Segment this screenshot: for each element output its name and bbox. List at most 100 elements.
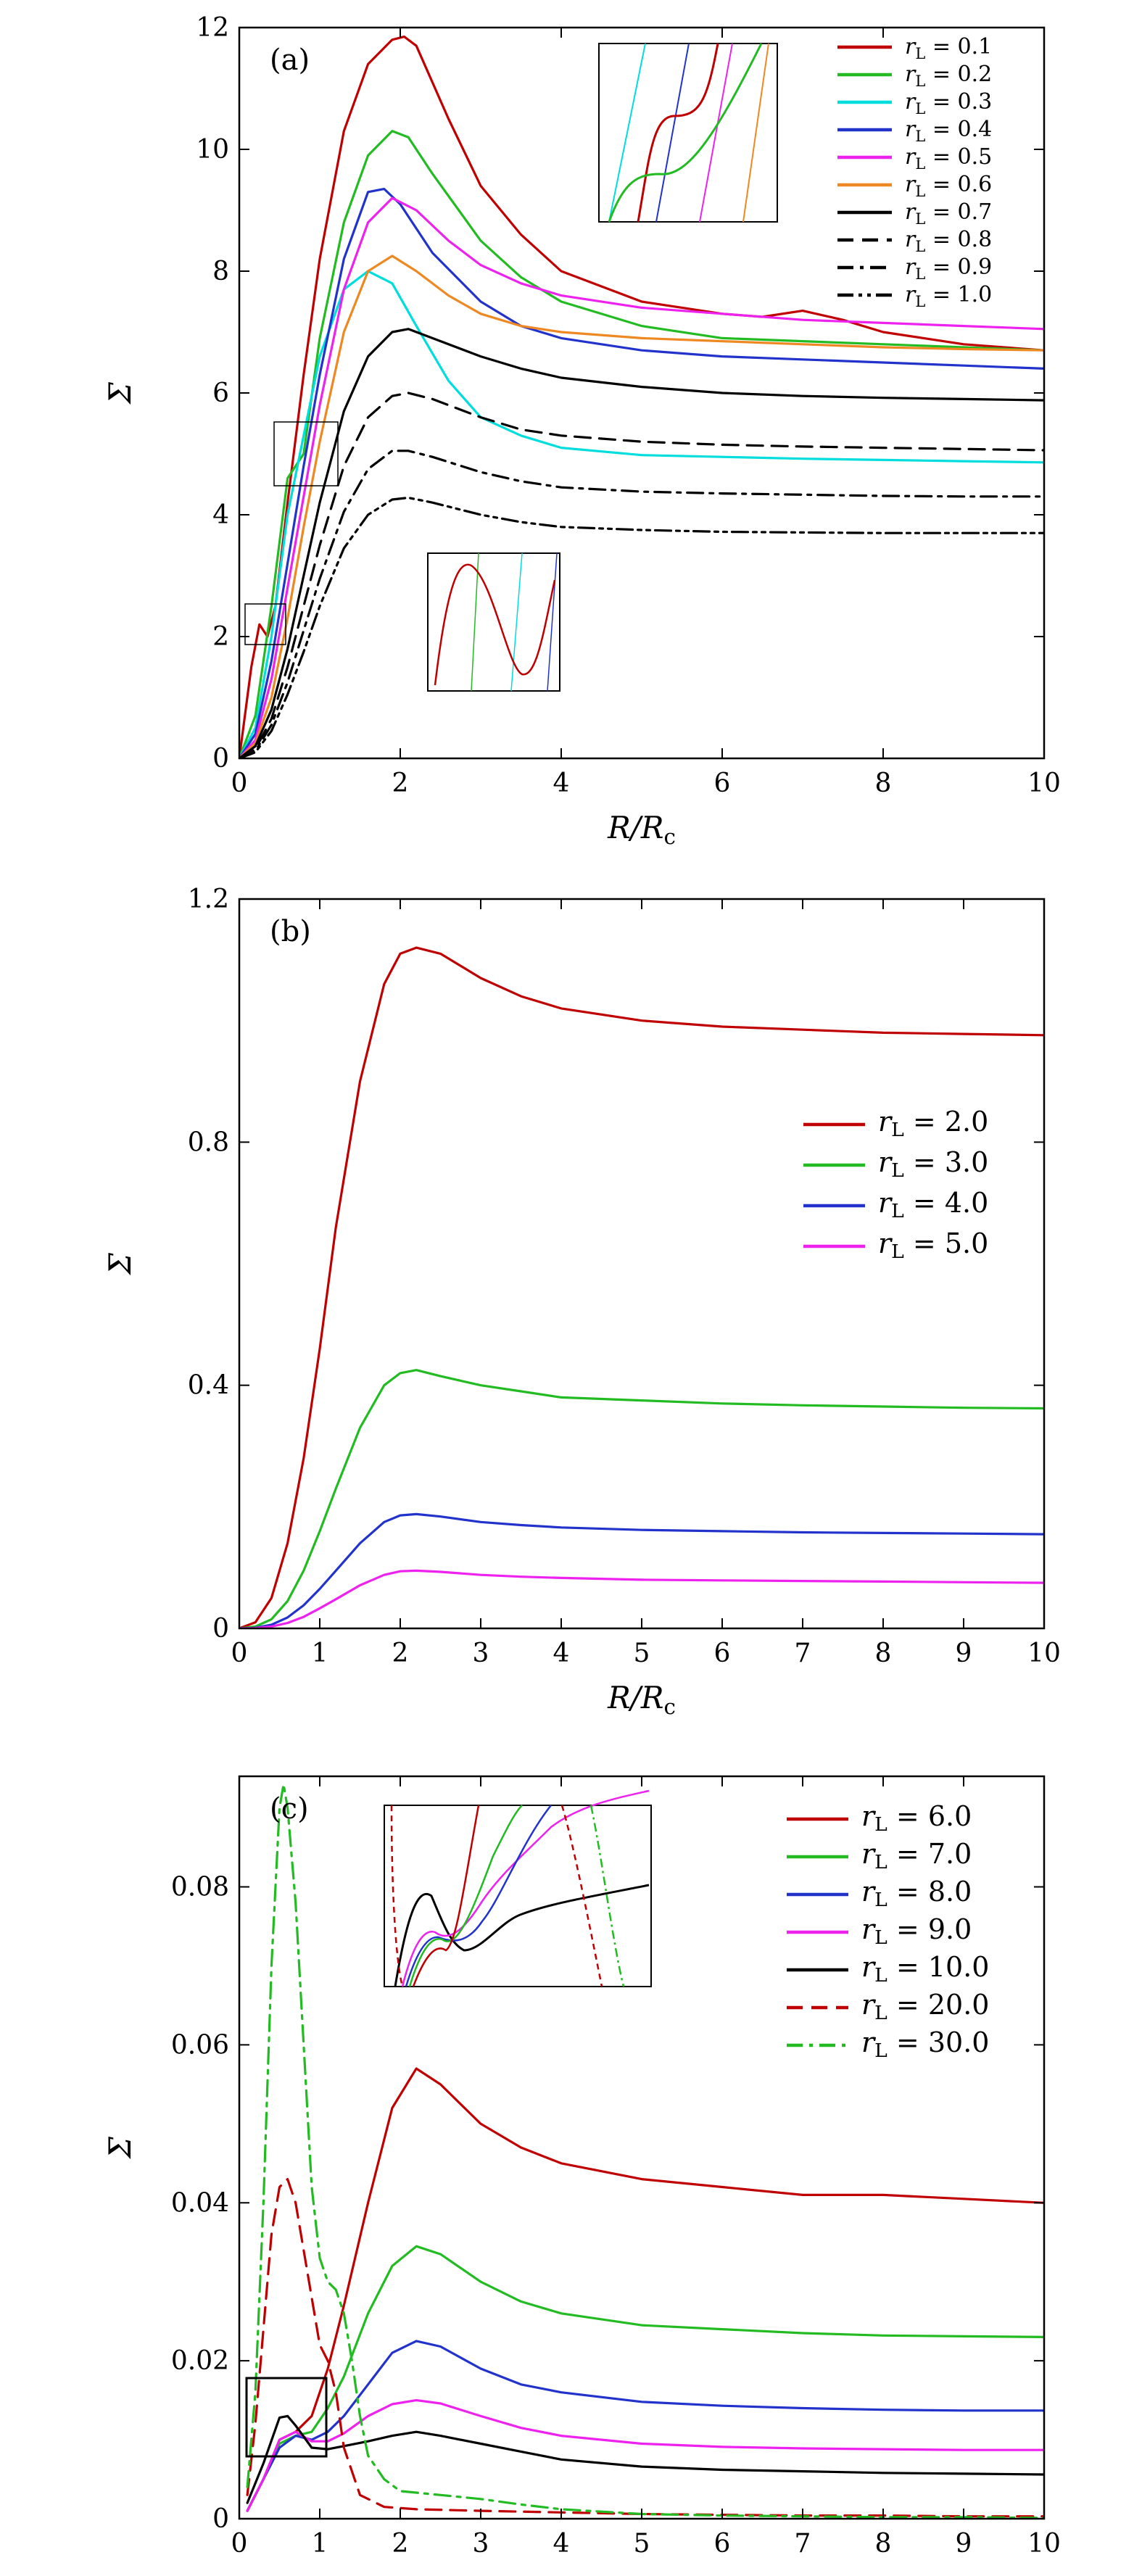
inset-panel-c (384, 1789, 652, 1987)
series-group (246, 1783, 1044, 2519)
inset-upper (598, 43, 778, 223)
legend-label: rL = 8.0 (861, 1876, 972, 1911)
plot-frame (238, 898, 1046, 1630)
y-tick-label: 10 (196, 135, 229, 165)
x-tick-label: 3 (473, 2529, 489, 2559)
x-tick-label: 9 (956, 2529, 972, 2559)
x-tick-label: 5 (634, 2529, 650, 2559)
x-tick-label: 2 (392, 769, 409, 798)
series-line-10 (239, 496, 1044, 758)
series-line-3 (239, 270, 1044, 758)
y-tick-label: 0.4 (188, 1371, 229, 1401)
zoom-region-box (273, 421, 339, 486)
x-tick-label: 2 (392, 2529, 409, 2559)
series-line-2 (239, 1369, 1044, 1628)
x-tick-label: 1 (312, 1639, 328, 1668)
y-tick-label: 4 (212, 500, 229, 530)
zoom-region-box (245, 2377, 328, 2458)
y-tick-label: 0 (212, 1614, 229, 1644)
legend-label: rL = 0.7 (905, 199, 992, 228)
series-line-5 (239, 196, 1044, 758)
series-line-8 (239, 392, 1044, 758)
x-tick-label: 10 (1027, 769, 1061, 798)
x-tick-label: 3 (473, 1639, 489, 1668)
legend-label: rL = 0.4 (905, 117, 992, 145)
series-line-1 (239, 946, 1044, 1628)
chart-panel-c: 0 1 2 3 4 5 6 7 8 9 10 0 0.02 0.04 0.06 0.08 R/Rc Σ (c) rL … (102, 1775, 1061, 2576)
legend-label: rL = 4.0 (878, 1187, 988, 1222)
series-line-2 (239, 130, 1044, 758)
legend: rL = 0.1rL = 0.2rL = 0.3rL = 0.4rL = 0.5… (837, 34, 992, 310)
y-axis-label: Σ (102, 1253, 138, 1276)
legend-label: rL = 0.8 (905, 227, 992, 255)
series-line-9 (239, 450, 1044, 758)
legend-label: rL = 30.0 (861, 2026, 989, 2062)
legend-label: rL = 5.0 (878, 1227, 988, 1263)
x-axis-label: R/Rc (607, 810, 676, 849)
x-tick-label: 10 (1027, 2529, 1061, 2559)
x-tick-label: 4 (553, 1639, 570, 1668)
x-tick-label: 6 (714, 2529, 731, 2559)
y-axis-label: Σ (102, 2137, 138, 2160)
x-tick-label: 4 (553, 2529, 570, 2559)
legend-label: rL = 20.0 (861, 1989, 989, 2024)
legend-label: rL = 0.1 (905, 34, 992, 62)
legend-label: rL = 2.0 (878, 1106, 988, 1141)
x-tick-label: 10 (1027, 1639, 1061, 1668)
series-line-5 (246, 2414, 1044, 2504)
x-axis-label: R/Rc (607, 2570, 676, 2576)
legend-label: rL = 0.9 (905, 254, 992, 283)
x-tick-label: 9 (956, 1639, 972, 1668)
inset-lower (427, 552, 560, 692)
legend-label: rL = 10.0 (861, 1951, 989, 1987)
x-tick-label: 6 (714, 769, 731, 798)
x-tick-label: 8 (875, 2529, 892, 2559)
legend-label: rL = 0.5 (905, 144, 992, 173)
series-line-3 (239, 1512, 1044, 1628)
y-tick-label: 12 (196, 13, 229, 43)
legend-label: rL = 7.0 (861, 1838, 972, 1873)
series-line-4 (239, 188, 1044, 758)
legend-label: rL = 3.0 (878, 1146, 988, 1182)
legend-label: rL = 0.3 (905, 89, 992, 117)
legend-label: rL = 1.0 (905, 282, 992, 310)
legend: rL = 2.0 rL = 3.0 rL = 4.0 rL = 5.0 (803, 1106, 988, 1263)
legend: rL = 6.0rL = 7.0rL = 8.0rL = 9.0rL = 10.… (787, 1800, 989, 2062)
x-tick-label: 7 (795, 1639, 811, 1668)
series-line-4 (246, 2399, 1044, 2512)
x-tick-label: 2 (392, 1639, 409, 1668)
x-tick-label: 8 (875, 769, 892, 798)
legend-label: rL = 6.0 (861, 1800, 972, 1836)
legend-label: rL = 9.0 (861, 1913, 972, 1949)
x-tick-label: 0 (231, 1639, 248, 1668)
y-tick-label: 0 (212, 2504, 229, 2534)
x-tick-label: 7 (795, 2529, 811, 2559)
y-tick-label: 6 (212, 378, 229, 408)
y-axis-label: Σ (102, 382, 138, 405)
chart-panel-a: 0 2 4 6 8 10 0 2 4 6 8 10 12 R/Rc Σ (a) rL = 0.1rL = 0.2… (102, 13, 1061, 849)
x-tick-label: 0 (231, 769, 248, 798)
series-line-3 (246, 2340, 1044, 2512)
y-tick-label: 0.8 (188, 1127, 229, 1157)
series-group (239, 946, 1044, 1628)
series-line-7 (239, 328, 1044, 758)
series-line-6 (239, 254, 1044, 758)
series-line-2 (246, 2245, 1044, 2512)
x-tick-label: 4 (553, 769, 570, 798)
x-tick-label: 8 (875, 1639, 892, 1668)
y-tick-label: 0.08 (171, 1873, 229, 1902)
x-tick-label: 6 (714, 1639, 731, 1668)
y-tick-label: 0.04 (171, 2188, 229, 2218)
panel-label: (b) (270, 915, 311, 948)
legend-label: rL = 0.2 (905, 62, 992, 90)
y-tick-label: 0 (212, 744, 229, 774)
x-axis-label: R/Rc (607, 1680, 676, 1719)
y-tick-label: 0.02 (171, 2346, 229, 2376)
series-line-4 (239, 1569, 1044, 1628)
y-tick-label: 8 (212, 257, 229, 286)
legend-label: rL = 0.6 (905, 172, 992, 200)
panel-label: (c) (270, 1792, 309, 1826)
zoom-region-box (244, 603, 286, 645)
